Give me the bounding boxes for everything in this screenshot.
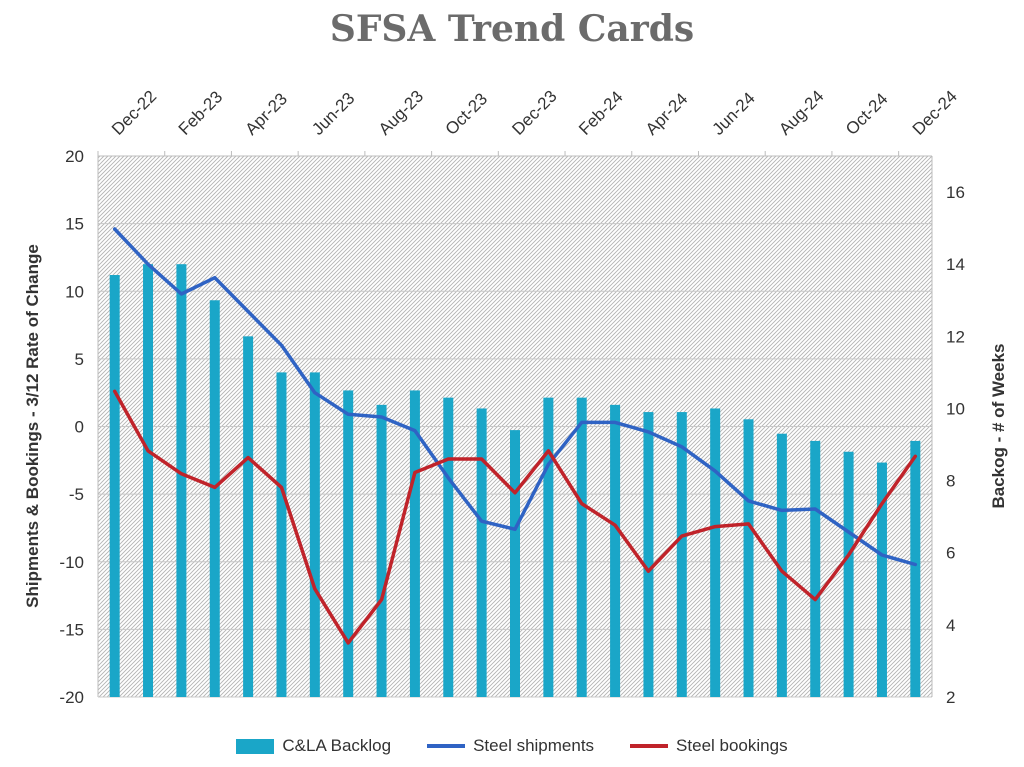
legend-swatch-backlog bbox=[236, 738, 275, 754]
steel-shipments-line bbox=[112, 227, 918, 567]
left-tick-label: 15 bbox=[65, 215, 84, 234]
x-tick-label: Apr-24 bbox=[642, 89, 692, 139]
legend-label-bookings: Steel bookings bbox=[676, 736, 788, 755]
backlog-bar bbox=[810, 440, 821, 697]
backlog-bar bbox=[276, 372, 287, 697]
right-tick-label: 6 bbox=[946, 544, 955, 563]
backlog-bar bbox=[243, 336, 254, 697]
x-tick-label: Aug-24 bbox=[775, 87, 827, 139]
backlog-bar bbox=[543, 397, 554, 697]
backlog-bar bbox=[710, 408, 721, 697]
steel-bookings-line bbox=[112, 389, 918, 645]
legend-item-bookings: Steel bookings bbox=[630, 736, 788, 756]
backlog-bar bbox=[176, 264, 187, 697]
x-tick-label: Oct-24 bbox=[842, 89, 892, 139]
x-tick-label: Dec-23 bbox=[508, 87, 560, 139]
backlog-bars bbox=[109, 264, 921, 697]
legend-label-shipments: Steel shipments bbox=[473, 736, 595, 755]
backlog-bar bbox=[676, 412, 687, 697]
x-axis-ticks: Dec-22 Feb-23 Apr-23 Jun-23 Aug-23 Oct-23 Dec-… bbox=[108, 87, 961, 139]
right-tick-label: 4 bbox=[946, 616, 955, 635]
left-tick-label: 10 bbox=[65, 282, 84, 301]
backlog-bar bbox=[376, 404, 387, 697]
backlog-bar bbox=[109, 275, 120, 697]
x-tick-label: Oct-23 bbox=[442, 89, 492, 139]
legend-item-backlog: C&LA Backlog bbox=[236, 736, 391, 756]
x-tick-label: Feb-23 bbox=[175, 87, 227, 139]
x-tick-label: Dec-22 bbox=[108, 87, 160, 139]
left-tick-label: 20 bbox=[65, 147, 84, 166]
chart-title: SFSA Trend Cards bbox=[329, 8, 695, 50]
left-tick-label: -5 bbox=[69, 485, 84, 504]
right-tick-label: 10 bbox=[946, 399, 965, 418]
legend-swatch-bookings bbox=[630, 744, 669, 748]
left-tick-label: -20 bbox=[59, 688, 84, 707]
backlog-bar bbox=[610, 404, 621, 697]
legend: C&LA Backlog Steel shipments Steel booki… bbox=[0, 732, 1024, 760]
x-tick-label: Jun-23 bbox=[308, 89, 358, 139]
backlog-bar bbox=[643, 412, 654, 697]
x-tick-label: Feb-24 bbox=[575, 87, 627, 139]
backlog-bar bbox=[510, 430, 520, 697]
left-axis-title: Shipments & Bookings - 3/12 Rate of Chan… bbox=[23, 244, 42, 608]
backlog-bar bbox=[443, 397, 454, 697]
backlog-bar bbox=[476, 408, 487, 697]
x-tick-label: Jun-24 bbox=[709, 89, 759, 139]
x-tick-label: Aug-23 bbox=[375, 87, 427, 139]
legend-label-backlog: C&LA Backlog bbox=[282, 736, 392, 755]
x-tick-label: Dec-24 bbox=[909, 87, 961, 139]
series-lines bbox=[112, 227, 918, 645]
backlog-bar bbox=[309, 372, 320, 697]
left-tick-label: -15 bbox=[59, 620, 84, 639]
backlog-bar bbox=[843, 451, 854, 697]
right-tick-label: 8 bbox=[946, 472, 955, 491]
backlog-bar bbox=[776, 433, 787, 697]
gridlines bbox=[97, 151, 933, 698]
left-tick-label: 0 bbox=[75, 418, 84, 437]
backlog-bar bbox=[743, 419, 754, 697]
left-tick-label: 5 bbox=[75, 350, 84, 369]
left-axis-ticks: -20 -15 -10 -5 0 5 10 15 20 bbox=[59, 147, 84, 707]
legend-swatch-shipments bbox=[427, 744, 466, 748]
backlog-bar bbox=[343, 390, 354, 697]
left-tick-label: -10 bbox=[59, 553, 84, 572]
backlog-bar bbox=[910, 440, 921, 697]
x-tick-label: Apr-23 bbox=[242, 89, 292, 139]
right-tick-label: 12 bbox=[946, 327, 965, 346]
right-axis-ticks: 2 4 6 8 10 12 14 16 bbox=[946, 183, 965, 707]
right-tick-label: 16 bbox=[946, 183, 965, 202]
right-tick-label: 14 bbox=[946, 255, 965, 274]
backlog-bar bbox=[209, 300, 220, 697]
backlog-bar bbox=[576, 397, 587, 697]
backlog-bar bbox=[876, 462, 887, 697]
right-axis-title: Backog - # of Weeks bbox=[989, 343, 1008, 508]
right-tick-label: 2 bbox=[946, 688, 955, 707]
backlog-bar bbox=[409, 390, 420, 697]
legend-item-shipments: Steel shipments bbox=[427, 736, 594, 756]
backlog-bar bbox=[143, 264, 154, 697]
